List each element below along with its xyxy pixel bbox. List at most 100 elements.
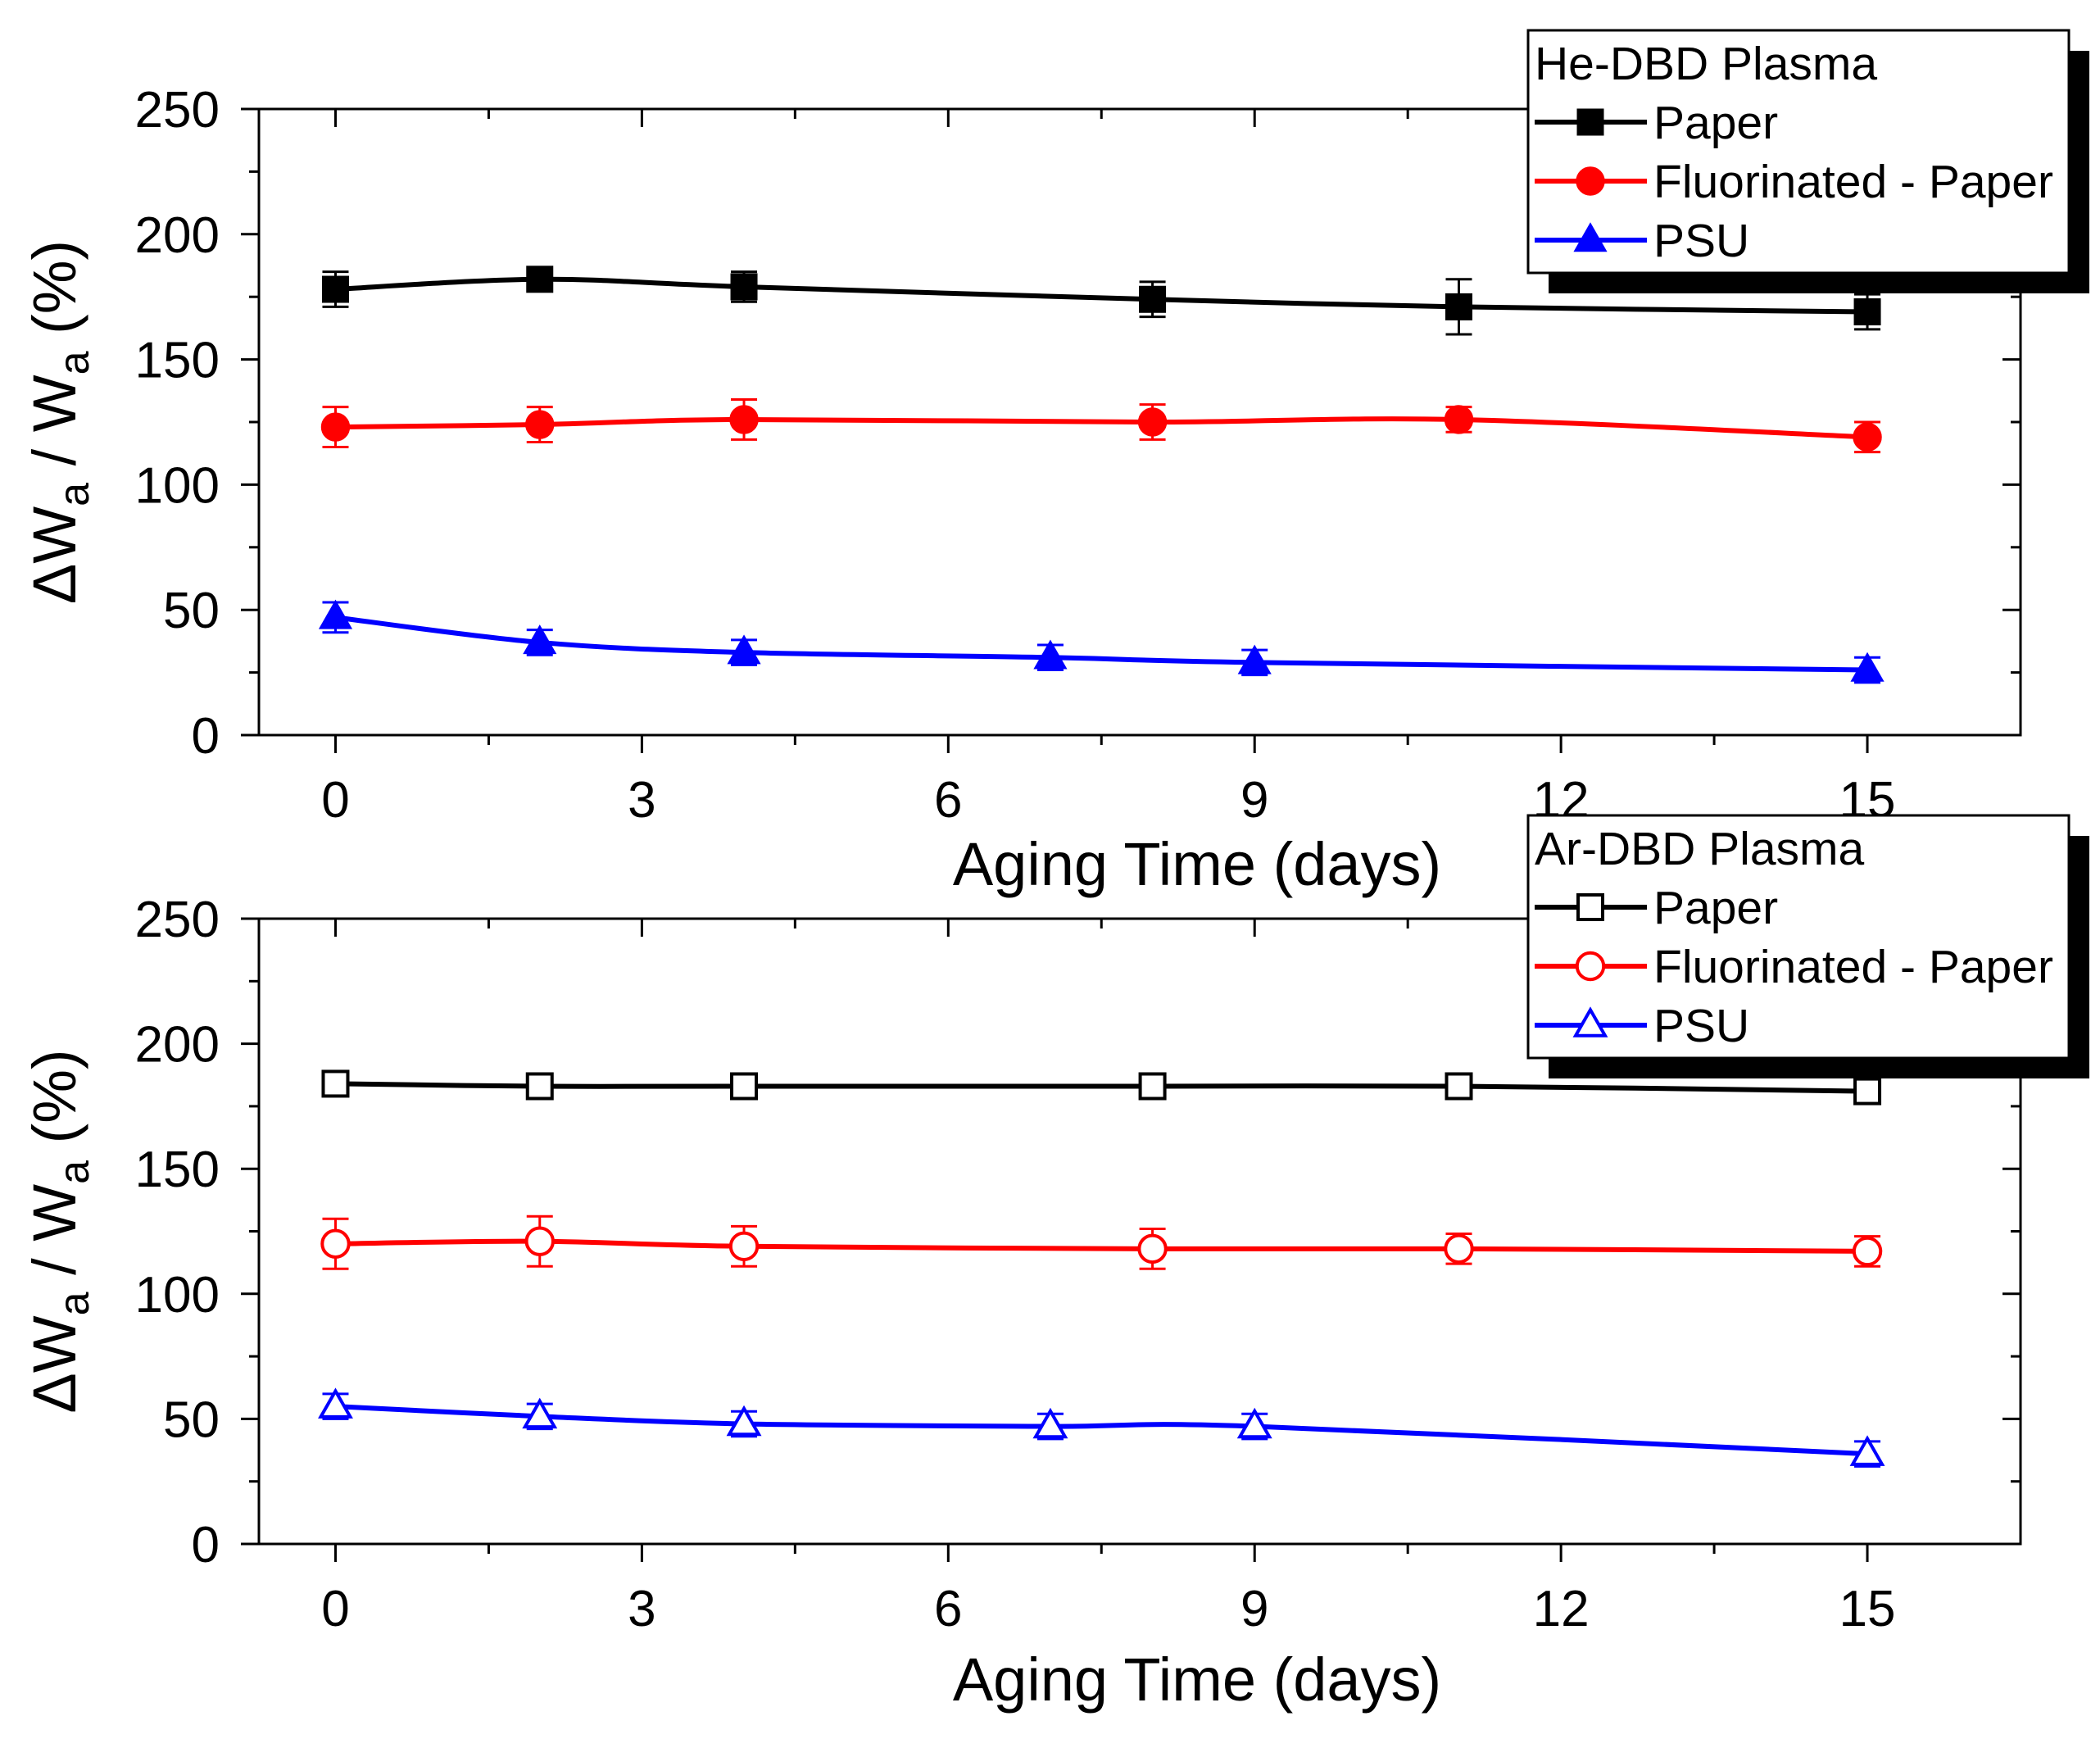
data-point <box>320 1228 351 1259</box>
legend-label: Fluorinated - Paper <box>1653 156 2053 208</box>
y-axis-title-part: ΔW <box>20 506 88 604</box>
data-point <box>730 1072 759 1101</box>
y-tick-label: 100 <box>135 1267 220 1323</box>
y-axis-title-part: / W <box>20 1184 88 1292</box>
x-tick-label: 9 <box>1240 1581 1268 1637</box>
y-tick-label: 100 <box>135 457 220 514</box>
legend-title: He-DBD Plasma <box>1535 38 1877 90</box>
y-tick-label: 150 <box>135 1142 220 1198</box>
legend-label: Fluorinated - Paper <box>1653 941 2053 993</box>
data-point <box>522 1397 558 1429</box>
y-axis-title-part: ΔW <box>20 1315 88 1413</box>
legend-box <box>1526 814 2071 1060</box>
data-point <box>1444 405 1474 434</box>
y-axis-title-part: (%) <box>20 1049 88 1160</box>
y-axis-title-subscript: a <box>51 483 98 506</box>
legend-marker <box>1576 108 1604 136</box>
data-point <box>1138 1072 1167 1101</box>
y-tick-label: 150 <box>135 333 220 389</box>
data-point <box>1137 407 1168 437</box>
x-axis-title: Aging Time (days) <box>953 1646 1441 1714</box>
series-psu <box>318 599 1885 684</box>
data-point <box>1237 644 1272 674</box>
x-tick-label: 9 <box>1240 772 1268 829</box>
series-line <box>335 1238 1868 1254</box>
data-point <box>727 634 761 665</box>
data-point <box>1139 285 1167 313</box>
data-point <box>1853 1077 1882 1106</box>
data-point <box>730 273 758 301</box>
y-tick-label: 200 <box>135 207 220 264</box>
legend-marker <box>1576 893 1604 921</box>
y-axis-title-part: / W <box>20 375 88 483</box>
legend-label: PSU <box>1653 215 1749 267</box>
x-tick-label: 3 <box>628 772 655 829</box>
data-point <box>318 1387 353 1419</box>
series-line <box>335 1081 1868 1094</box>
y-tick-label: 250 <box>135 82 220 138</box>
legend-marker <box>1575 951 1606 982</box>
x-tick-label: 12 <box>1533 1581 1590 1637</box>
y-tick-label: 50 <box>163 1392 220 1448</box>
series-fluorinated-paper <box>320 1215 1883 1270</box>
x-tick-label: 0 <box>321 1581 349 1637</box>
data-point <box>1137 1233 1168 1264</box>
data-point <box>321 275 349 303</box>
y-tick-label: 250 <box>135 892 220 948</box>
data-point <box>524 1226 555 1256</box>
data-point <box>321 1069 350 1098</box>
data-point <box>728 1231 760 1262</box>
legend-label: Paper <box>1653 97 1778 149</box>
x-tick-label: 0 <box>321 772 349 829</box>
x-tick-label: 3 <box>628 1581 655 1637</box>
series-psu <box>318 1387 1885 1468</box>
data-point <box>1033 639 1068 670</box>
legend-box <box>1526 29 2071 275</box>
data-point <box>1849 1435 1885 1466</box>
y-axis-title: ΔWa / Wa (%) <box>20 1049 98 1413</box>
y-tick-label: 200 <box>135 1017 220 1074</box>
y-tick-label: 50 <box>163 583 220 639</box>
x-tick-label: 6 <box>934 772 962 829</box>
legend-title: Ar-DBD Plasma <box>1535 823 1865 875</box>
data-point <box>1850 652 1885 682</box>
data-point <box>726 1405 762 1437</box>
data-point <box>526 266 554 293</box>
data-point <box>1445 293 1472 320</box>
legend-label: PSU <box>1653 1000 1749 1052</box>
y-axis-title-subscript: a <box>51 1160 98 1184</box>
y-axis-title: ΔWa / Wa (%) <box>20 240 98 604</box>
panel-bottom-legend: Ar-DBD Plasma Paper Fluorinated - Paper PSU <box>1526 814 2089 1078</box>
data-point <box>1445 1072 1473 1101</box>
series-line <box>335 615 1868 673</box>
y-tick-label: 0 <box>192 708 220 765</box>
legend-marker <box>1573 222 1608 252</box>
y-tick-label: 0 <box>192 1517 220 1573</box>
data-point <box>525 1072 554 1101</box>
data-point <box>320 412 351 442</box>
series-line <box>335 416 1868 440</box>
data-point <box>1444 1233 1474 1264</box>
series-fluorinated-paper <box>320 397 1882 454</box>
data-point <box>1853 422 1882 452</box>
data-point <box>1853 298 1881 326</box>
series-line <box>335 1404 1868 1457</box>
data-point <box>525 410 555 439</box>
x-tick-label: 15 <box>1839 1581 1896 1637</box>
data-point <box>523 624 557 655</box>
panel-top-legend: He-DBD Plasma Paper Fluorinated - Paper PSU <box>1526 29 2089 293</box>
data-point <box>1852 1236 1883 1267</box>
legend-marker <box>1576 166 1605 196</box>
series-paper <box>321 266 1881 336</box>
x-tick-label: 6 <box>934 1581 962 1637</box>
y-axis-title-subscript: a <box>51 1292 98 1315</box>
legend-label: Paper <box>1653 882 1778 934</box>
data-point <box>1032 1407 1068 1439</box>
y-axis-title-part: (%) <box>20 240 88 352</box>
data-point <box>729 405 759 434</box>
data-point <box>1236 1407 1272 1439</box>
legend-marker <box>1572 1006 1608 1037</box>
